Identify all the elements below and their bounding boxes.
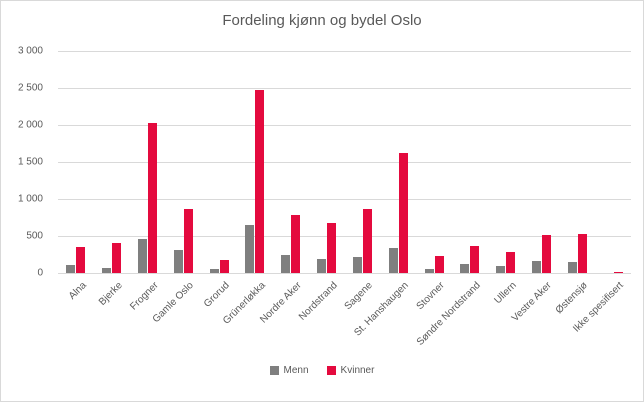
- bar-menn-7: [317, 258, 327, 273]
- bar-kvinner-5: [255, 90, 265, 273]
- legend-swatch-icon: [269, 366, 279, 375]
- gridline-500: [58, 235, 631, 237]
- y-tick-label-1: 500: [26, 230, 43, 242]
- legend-item-kvinner: Kvinner: [326, 365, 375, 376]
- bar-kvinner-0: [76, 247, 86, 273]
- bar-kvinner-3: [183, 208, 193, 273]
- plot-area: [58, 50, 631, 274]
- bar-menn-3: [173, 250, 183, 273]
- y-tick-label-2: 1 000: [17, 193, 43, 205]
- gridline-1000: [58, 198, 631, 200]
- bar-menn-1: [102, 267, 112, 273]
- y-tick-label-0: 0: [37, 267, 43, 279]
- bar-menn-8: [352, 257, 362, 273]
- bar-kvinner-10: [434, 255, 444, 273]
- bar-kvinner-1: [112, 242, 122, 273]
- y-tick-label-5: 2 500: [17, 82, 43, 94]
- legend-label: Menn: [283, 365, 309, 376]
- bar-kvinner-12: [506, 251, 516, 273]
- bar-menn-5: [245, 224, 255, 273]
- bar-kvinner-4: [219, 260, 229, 273]
- bar-menn-9: [388, 247, 398, 273]
- y-axis-labels: 0 500 1 000 1 500 2 000 2 500 3 000: [1, 46, 49, 279]
- bar-kvinner-7: [327, 222, 337, 273]
- gridline-2500: [58, 87, 631, 89]
- y-tick-label-3: 1 500: [17, 156, 43, 168]
- gridline-2000: [58, 124, 631, 126]
- bar-kvinner-8: [362, 208, 372, 273]
- bar-kvinner-14: [577, 233, 587, 273]
- x-axis-line: [58, 272, 631, 274]
- y-tick-label-4: 2 000: [17, 119, 43, 131]
- bar-menn-12: [496, 265, 506, 273]
- bar-menn-13: [531, 261, 541, 273]
- bar-kvinner-9: [398, 153, 408, 273]
- bar-menn-11: [460, 264, 470, 273]
- bar-kvinner-13: [541, 234, 551, 273]
- bar-kvinner-6: [291, 215, 301, 273]
- bar-menn-10: [424, 268, 434, 273]
- chart-title: Fordeling kjønn og bydel Oslo: [222, 12, 422, 29]
- legend-label: Kvinner: [340, 365, 375, 376]
- bar-menn-14: [567, 261, 577, 273]
- bar-menn-2: [138, 238, 148, 273]
- bar-kvinner-2: [148, 122, 158, 273]
- bar-kvinner-15: [613, 271, 623, 273]
- bar-menn-4: [209, 268, 219, 273]
- legend-item-menn: Menn: [269, 365, 309, 376]
- legend-swatch-icon: [326, 366, 336, 375]
- bar-menn-6: [281, 254, 291, 273]
- gridline-1500: [58, 161, 631, 163]
- bar-kvinner-11: [470, 246, 480, 273]
- gridline-3000: [58, 50, 631, 52]
- y-tick-label-6: 3 000: [17, 45, 43, 57]
- bar-menn-0: [66, 264, 76, 273]
- legend: Menn Kvinner: [1, 365, 643, 376]
